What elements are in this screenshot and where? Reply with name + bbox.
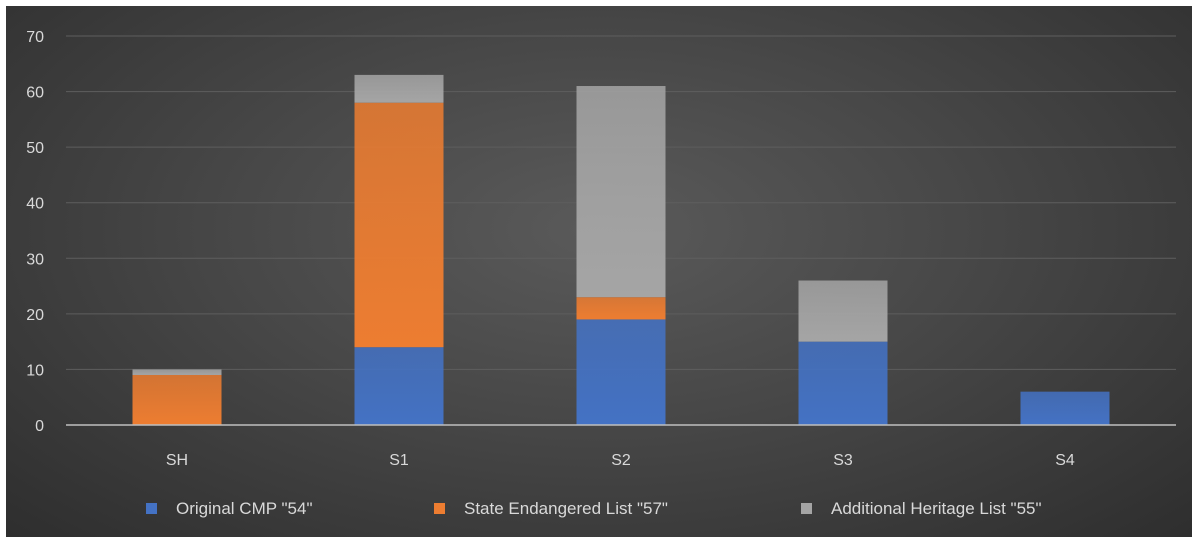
y-tick-label: 60 (26, 85, 44, 102)
y-tick-label: 30 (26, 251, 44, 268)
bars (132, 74, 1110, 425)
legend-swatch (146, 503, 157, 514)
x-category-label: S2 (611, 452, 631, 469)
x-axis-category-labels: SH S1 S2 S3 S4 (166, 452, 1075, 469)
y-tick-label: 20 (26, 307, 44, 324)
y-tick-label: 10 (26, 362, 44, 379)
x-category-label: SH (166, 452, 188, 469)
y-axis-tick-labels: 0 10 20 30 40 50 60 70 (26, 29, 44, 435)
legend-label: State Endangered List "57" (464, 499, 668, 518)
bar-s2-series-2 (576, 297, 666, 320)
legend-swatch (801, 503, 812, 514)
x-category-label: S1 (389, 452, 409, 469)
y-tick-label: 50 (26, 140, 44, 157)
legend-swatch (434, 503, 445, 514)
bar-s1-series-1 (354, 347, 444, 425)
bar-s1-series-3 (354, 74, 444, 103)
bar-s4-series-1 (1020, 391, 1110, 425)
y-tick-label: 40 (26, 196, 44, 213)
legend: Original CMP "54" State Endangered List "… (146, 499, 1042, 518)
stacked-bar-chart: 0 10 20 30 40 50 60 70 SH S1 S2 S3 S4 Original CMP … (26, 29, 1176, 518)
bar-s3-series-1 (798, 341, 888, 425)
legend-label: Original CMP "54" (176, 499, 312, 518)
x-category-label: S4 (1055, 452, 1075, 469)
legend-label: Additional Heritage List "55" (831, 499, 1042, 518)
bar-s1-series-2 (354, 102, 444, 348)
bar-s2-series-3 (576, 86, 666, 298)
y-tick-label: 0 (35, 418, 44, 435)
y-tick-label: 70 (26, 29, 44, 46)
x-category-label: S3 (833, 452, 853, 469)
chart-area: 0 10 20 30 40 50 60 70 SH S1 S2 S3 S4 Original CMP … (6, 6, 1192, 537)
bar-s2-series-1 (576, 319, 666, 425)
bar-s3-series-3 (798, 280, 888, 342)
bar-sh-series-3 (132, 369, 222, 375)
bar-sh-series-2 (132, 374, 222, 425)
